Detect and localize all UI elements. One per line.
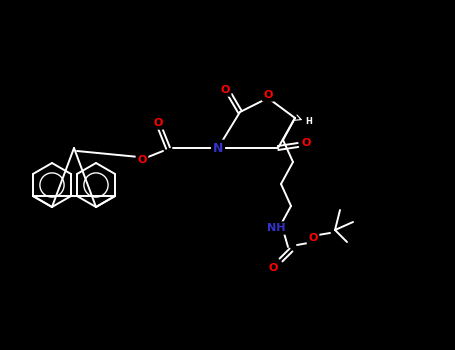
Text: O: O (301, 138, 311, 148)
Text: O: O (153, 118, 163, 128)
Text: O: O (308, 233, 318, 243)
Text: NH: NH (267, 223, 285, 233)
Text: O: O (137, 155, 147, 165)
Text: N: N (213, 141, 223, 154)
Text: O: O (263, 90, 273, 100)
Text: H: H (306, 117, 313, 126)
Text: O: O (220, 85, 230, 95)
Text: O: O (268, 263, 278, 273)
